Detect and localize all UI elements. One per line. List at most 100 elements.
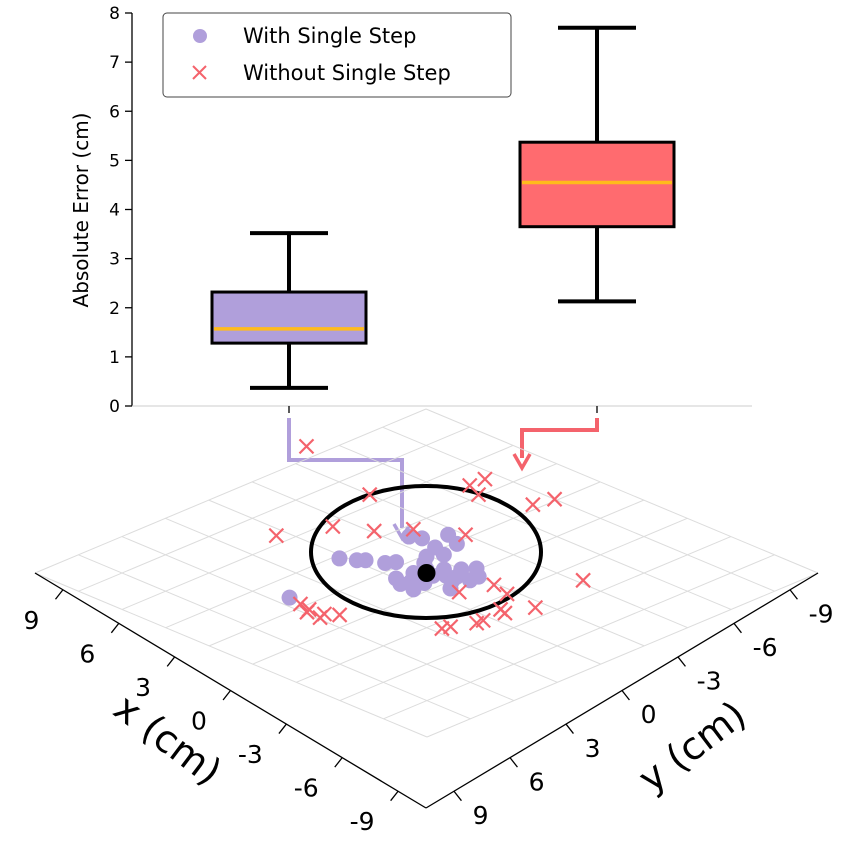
box-y-tick-label: 5 — [109, 151, 120, 171]
scatter-point-without-single-step — [499, 586, 515, 602]
scatter-point-with-single-step — [405, 581, 422, 598]
legend-marker-without-single-step — [192, 65, 207, 80]
scatter-point-without-single-step — [298, 438, 315, 455]
y-tick-mark — [733, 622, 742, 634]
legend-label-with-single-step: With Single Step — [243, 24, 416, 48]
x-tick-label: -9 — [350, 807, 375, 836]
x-tick-mark — [54, 589, 64, 600]
y-tick-mark — [509, 757, 518, 768]
x-tick-label: 6 — [79, 639, 95, 668]
y-tick-label: 3 — [585, 734, 601, 763]
scatter-point-without-single-step — [525, 496, 541, 513]
scatter-without-single-step — [268, 438, 591, 637]
grid-line — [382, 426, 775, 592]
box-y-tick-label: 6 — [109, 102, 120, 122]
box-y-tick-label: 7 — [109, 53, 120, 73]
x-tick-label: 9 — [23, 606, 39, 635]
scatter-point-without-single-step — [361, 486, 378, 503]
box-y-ticks: 0 1 2 3 4 5 6 7 8 — [109, 4, 132, 417]
y-tick-mark — [677, 656, 686, 667]
plane-grid — [34, 408, 819, 738]
scatter-point-without-single-step — [477, 471, 493, 487]
grid-line — [209, 481, 601, 647]
scatter-point-without-single-step — [527, 599, 544, 616]
y-tick-label: 9 — [473, 801, 489, 830]
box-without-single-step — [518, 25, 676, 304]
boxes — [210, 25, 676, 390]
box-y-tick-label: 1 — [109, 348, 120, 368]
grid-line — [426, 572, 819, 738]
y-tick-mark — [621, 690, 630, 701]
grid-line — [295, 463, 688, 629]
scatter-point-with-single-step — [377, 554, 394, 571]
grid-line — [78, 426, 470, 592]
target-point — [417, 564, 436, 582]
grid-line — [165, 463, 557, 629]
x-tick-label: -3 — [238, 740, 263, 769]
x-tick-mark — [166, 656, 176, 667]
scatter-point-with-single-step — [281, 589, 298, 606]
arrow-with-single-step — [287, 418, 404, 528]
grid-line — [78, 554, 471, 720]
legend-label-without-single-step: Without Single Step — [243, 61, 451, 85]
y-tick-label: 0 — [641, 700, 657, 729]
scatter-point-with-single-step — [468, 560, 485, 577]
target-circle — [309, 484, 543, 620]
scatter-point-with-single-step — [442, 580, 459, 597]
legend: With Single Step Without Single Step — [162, 12, 512, 98]
scatter-point-without-single-step — [301, 601, 317, 618]
box-iqr — [518, 140, 676, 229]
y-tick-mark — [453, 790, 462, 802]
scatter-point-without-single-step — [331, 607, 348, 623]
y-tick-label: 6 — [529, 767, 545, 796]
scatter-point-without-single-step — [316, 606, 333, 622]
scatter-point-without-single-step — [325, 518, 341, 535]
box-y-tick-label: 3 — [109, 250, 120, 270]
legend-marker-with-single-step — [193, 29, 207, 43]
y-axis-ticks: -9 -6 -3 0 3 6 9 — [453, 589, 834, 830]
arrow-without-single-step-head — [512, 453, 532, 472]
scatter-point-with-single-step — [453, 561, 470, 578]
scatter-point-with-single-step — [331, 550, 348, 567]
grid-line — [34, 408, 427, 574]
y-tick-mark — [789, 589, 798, 600]
scatter-point-without-single-step — [405, 521, 422, 538]
box-y-tick-label: 8 — [109, 4, 120, 24]
scatter-point-without-single-step — [292, 596, 309, 612]
scatter-point-with-single-step — [405, 565, 422, 581]
box-y-axis-label: Absolute Error (cm) — [69, 113, 93, 308]
grid-line — [339, 536, 732, 702]
y-tick-mark — [565, 723, 574, 734]
scatter-point-with-single-step — [348, 552, 365, 569]
scatter-point-with-single-step — [400, 528, 417, 545]
grid-line — [34, 572, 428, 738]
x-tick-mark — [222, 690, 232, 701]
y-tick-label: -6 — [753, 633, 778, 662]
x-tick-mark — [278, 723, 287, 734]
box-y-tick-label: 4 — [109, 201, 120, 221]
scatter-point-without-single-step — [457, 526, 474, 543]
x-tick-label: 0 — [191, 707, 207, 736]
grid-line — [383, 554, 775, 720]
grid-line — [296, 517, 688, 683]
y-tick-label: -9 — [809, 599, 834, 628]
grid-line — [165, 517, 558, 683]
x-tick-mark — [390, 790, 399, 802]
x-tick-label: -6 — [294, 774, 319, 803]
x-tick-mark — [110, 622, 120, 634]
box-with-single-step — [210, 231, 368, 390]
scatter-point-without-single-step — [434, 620, 450, 637]
scatter-point-without-single-step — [268, 527, 285, 544]
box-y-tick-label: 2 — [109, 299, 120, 319]
x-tick-label: 3 — [135, 673, 151, 702]
scatter-point-without-single-step — [366, 523, 382, 539]
box-x-ticks — [288, 406, 598, 413]
scatter-point-with-single-step — [435, 561, 452, 578]
scatter-point-without-single-step — [486, 577, 502, 593]
scatter-point-without-single-step — [575, 572, 591, 589]
x-axis-label: x (cm) — [106, 685, 230, 794]
y-tick-label: -3 — [697, 667, 722, 696]
arrow-without-single-step — [520, 418, 599, 458]
